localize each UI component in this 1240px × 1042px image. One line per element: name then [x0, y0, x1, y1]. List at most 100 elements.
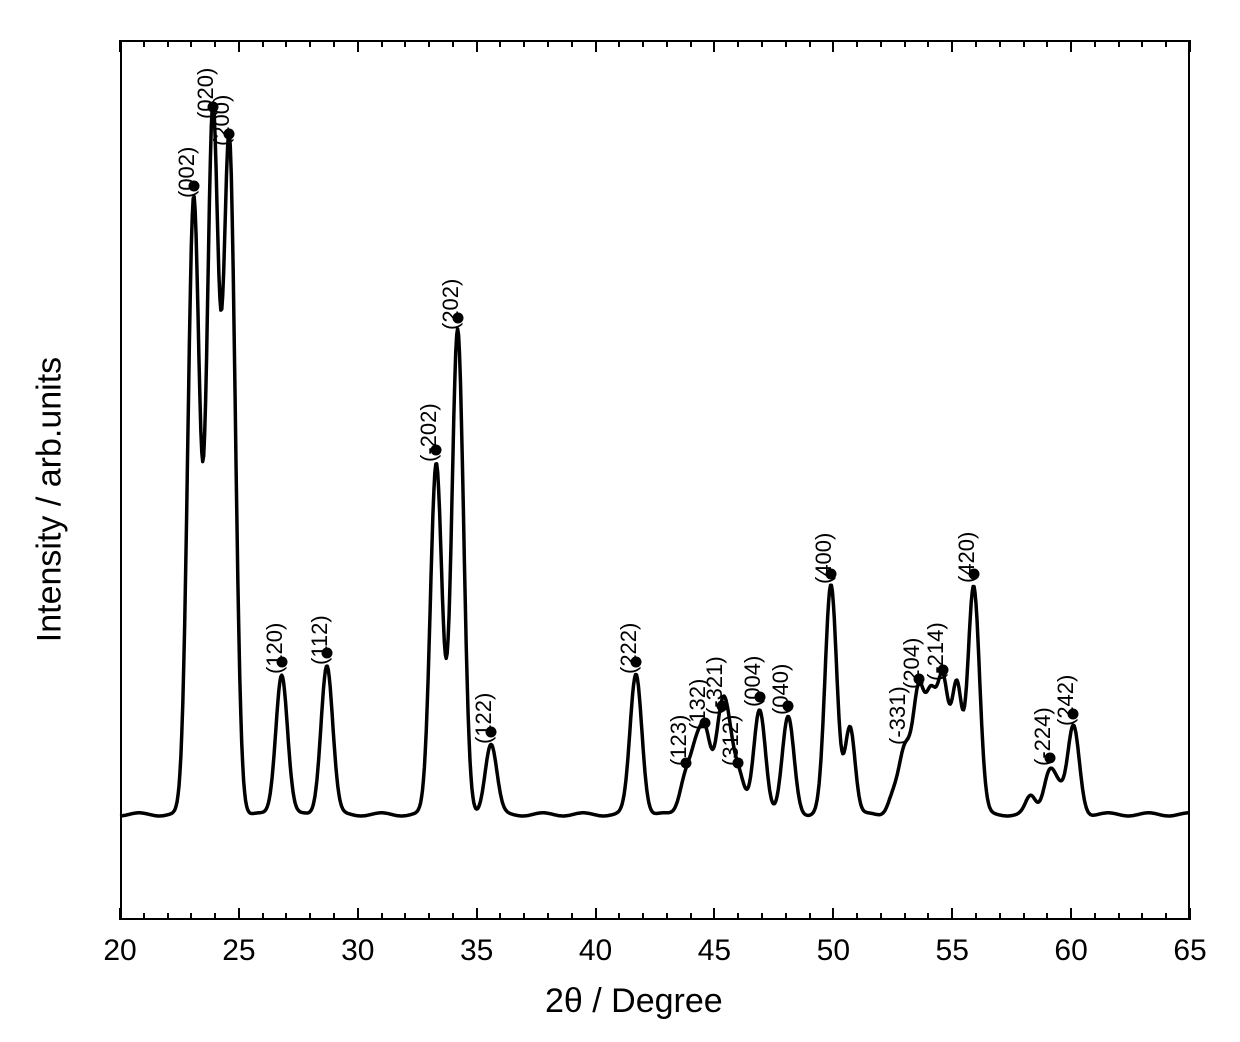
- x-tick-major-top: [357, 40, 359, 52]
- x-tick-minor: [285, 913, 287, 920]
- x-tick-minor-top: [452, 40, 454, 47]
- x-tick-minor: [618, 913, 620, 920]
- x-tick-minor: [737, 913, 739, 920]
- y-axis-label: Intensity / arb.units: [31, 300, 70, 700]
- x-tick-minor: [666, 913, 668, 920]
- x-tick-minor-top: [856, 40, 858, 47]
- x-tick-label: 35: [460, 934, 493, 968]
- peak-label: (112): [307, 615, 333, 665]
- x-tick-minor-top: [571, 40, 573, 47]
- x-tick-minor-top: [1023, 40, 1025, 47]
- x-tick-minor: [167, 913, 169, 920]
- x-tick-minor: [999, 913, 1001, 920]
- x-tick-major: [1070, 908, 1072, 920]
- x-tick-minor-top: [761, 40, 763, 47]
- x-tick-minor-top: [880, 40, 882, 47]
- x-tick-minor: [523, 913, 525, 920]
- x-tick-minor-top: [737, 40, 739, 47]
- x-tick-major: [357, 908, 359, 920]
- x-tick-minor-top: [809, 40, 811, 47]
- x-tick-minor-top: [547, 40, 549, 47]
- x-tick-minor-top: [333, 40, 335, 47]
- x-tick-minor: [975, 913, 977, 920]
- x-tick-major: [476, 908, 478, 920]
- peak-label: (-224): [1030, 708, 1056, 767]
- x-tick-major-top: [832, 40, 834, 52]
- peak-label: (200): [209, 94, 235, 145]
- x-tick-major: [951, 908, 953, 920]
- peak-label: (004): [740, 655, 766, 706]
- x-tick-major-top: [1189, 40, 1191, 52]
- x-tick-label: 20: [103, 934, 136, 968]
- peak-label: (312): [718, 714, 744, 765]
- x-tick-minor-top: [642, 40, 644, 47]
- peak-label: (-321): [702, 656, 728, 715]
- peak-label: (222): [616, 622, 642, 673]
- x-tick-minor: [499, 913, 501, 920]
- x-tick-major-top: [713, 40, 715, 52]
- x-tick-minor: [214, 913, 216, 920]
- x-tick-major: [713, 908, 715, 920]
- x-tick-minor-top: [381, 40, 383, 47]
- x-tick-minor-top: [262, 40, 264, 47]
- x-tick-minor-top: [618, 40, 620, 47]
- x-tick-minor-top: [499, 40, 501, 47]
- x-tick-minor: [381, 913, 383, 920]
- peak-label: (122): [471, 693, 497, 744]
- x-tick-minor: [904, 913, 906, 920]
- x-tick-minor: [190, 913, 192, 920]
- peak-label: (-331): [885, 686, 911, 745]
- x-tick-minor-top: [190, 40, 192, 47]
- x-tick-minor-top: [523, 40, 525, 47]
- peak-label: (202): [438, 279, 464, 330]
- x-tick-major: [832, 908, 834, 920]
- peak-label: (-214): [923, 623, 949, 682]
- x-tick-minor: [809, 913, 811, 920]
- x-tick-major-top: [119, 40, 121, 52]
- x-tick-minor-top: [666, 40, 668, 47]
- x-tick-minor-top: [1141, 40, 1143, 47]
- x-tick-label: 45: [698, 934, 731, 968]
- x-tick-major: [119, 908, 121, 920]
- x-tick-minor: [927, 913, 929, 920]
- x-tick-minor-top: [1046, 40, 1048, 47]
- x-tick-minor-top: [1118, 40, 1120, 47]
- x-tick-label: 30: [341, 934, 374, 968]
- x-tick-label: 65: [1173, 934, 1206, 968]
- x-tick-minor: [856, 913, 858, 920]
- x-tick-minor: [1165, 913, 1167, 920]
- x-tick-minor: [571, 913, 573, 920]
- x-axis-label: 2θ / Degree: [545, 982, 723, 1021]
- x-tick-minor: [1046, 913, 1048, 920]
- x-tick-minor-top: [904, 40, 906, 47]
- x-tick-label: 40: [579, 934, 612, 968]
- x-tick-minor: [452, 913, 454, 920]
- xrd-chart: Intensity / arb.units 2θ / Degree 202530…: [0, 0, 1240, 1042]
- x-tick-minor: [309, 913, 311, 920]
- x-tick-label: 55: [936, 934, 969, 968]
- x-tick-minor: [785, 913, 787, 920]
- x-tick-minor-top: [167, 40, 169, 47]
- peak-label: (120): [262, 622, 288, 673]
- peak-label: (040): [768, 663, 794, 714]
- peak-label: (242): [1053, 675, 1079, 726]
- x-tick-minor: [143, 913, 145, 920]
- x-tick-minor: [404, 913, 406, 920]
- peak-label: (420): [954, 531, 980, 582]
- x-tick-major-top: [951, 40, 953, 52]
- peak-label: (002): [174, 147, 200, 198]
- x-tick-minor: [642, 913, 644, 920]
- x-tick-minor-top: [404, 40, 406, 47]
- x-tick-major: [1189, 908, 1191, 920]
- x-tick-minor-top: [285, 40, 287, 47]
- x-tick-minor-top: [785, 40, 787, 47]
- x-tick-minor: [428, 913, 430, 920]
- x-tick-minor-top: [975, 40, 977, 47]
- x-tick-minor-top: [1094, 40, 1096, 47]
- x-tick-label: 50: [817, 934, 850, 968]
- x-tick-minor-top: [309, 40, 311, 47]
- peak-label: (-202): [416, 404, 442, 463]
- x-tick-minor: [1094, 913, 1096, 920]
- x-tick-minor-top: [428, 40, 430, 47]
- peak-label: (400): [811, 532, 837, 583]
